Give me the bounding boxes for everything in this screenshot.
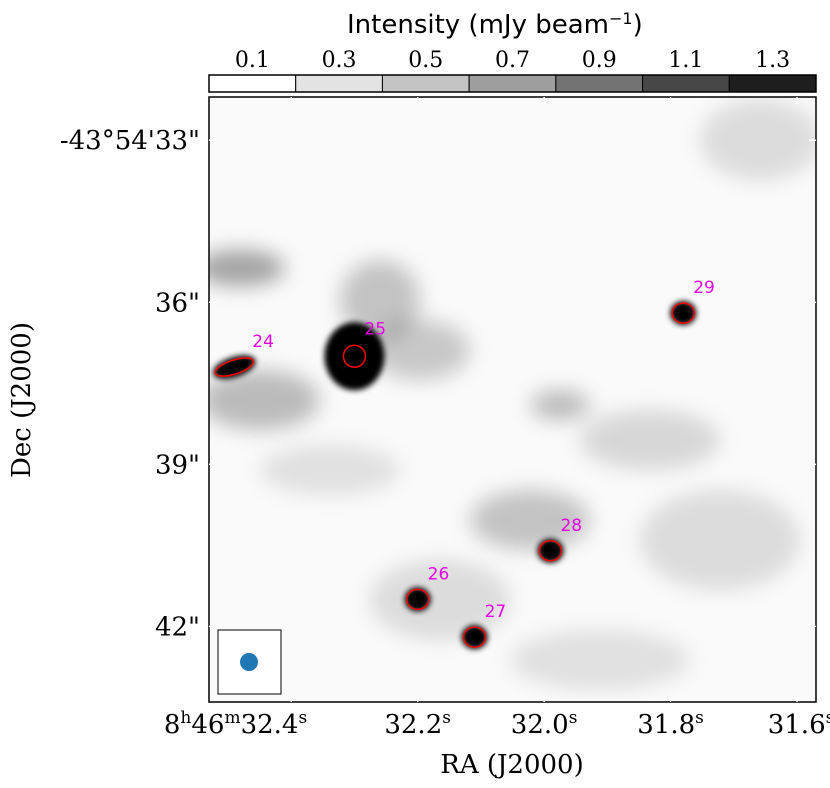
colorbar-bin [555,74,644,93]
colorbar-tick-label: 1.3 [755,48,790,73]
source-blob [461,625,488,650]
plot-frame [208,96,817,703]
source-ellipse [342,344,367,369]
x-axis-ticks: 8h46m32.4s 32.2s 32.0s 31.8s 31.6s [164,97,830,740]
y-axis-title: Dec (J2000) [7,322,37,478]
colorbar-frame [208,74,817,93]
x-tick-label: 31.8s [637,708,704,740]
colorbar-bin [208,74,297,93]
colorbar-tick-label: 0.9 [582,48,617,73]
source-blob [324,322,385,391]
source-ellipse [405,588,430,611]
beam-inset [217,629,282,695]
colorbar-tick-label: 0.7 [495,48,530,73]
colorbar-bin [642,74,730,93]
x-tick-label: 32.0s [511,708,578,740]
x-tick-label: 31.6s [768,708,830,740]
source-ellipses [214,302,695,648]
colorbar: Intensity (mJy beam−1) 0.1 0.3 0.5 0.7 0.9 1.… [208,9,817,93]
source-label: 27 [485,602,507,622]
colorbar-title: Intensity (mJy beam−1) [347,9,643,41]
colorbar-bin [295,74,383,93]
source-labels: 24 25 26 27 28 29 [252,278,715,622]
y-tick-label: 39" [155,450,200,480]
colorbar-bin [381,74,470,93]
source-label: 26 [428,564,450,584]
y-tick-label: -43°54'33" [60,126,200,156]
x-axis-title: RA (J2000) [440,750,584,780]
source-ellipse [538,540,563,562]
source-blob [537,538,564,563]
compact-sources [213,301,697,650]
colorbar-tick-label: 1.1 [668,48,703,73]
colorbar-tick-labels: 0.1 0.3 0.5 0.7 0.9 1.1 1.3 [235,48,790,73]
y-tick-label: 36" [155,288,200,318]
source-label: 25 [364,319,386,339]
source-blob [670,301,697,326]
source-ellipse [462,626,487,648]
source-label: 28 [560,516,582,536]
colorbar-bin [728,74,817,93]
source-ellipse [214,357,255,377]
source-blob [213,355,256,379]
colorbar-tick-label: 0.3 [322,48,357,73]
y-tick-label: 42" [155,612,200,642]
x-tick-label: 8h46m32.4s [164,708,307,740]
source-label: 29 [693,278,715,298]
y-axis-ticks: -43°54'33" 36" 39" 42" [60,126,816,642]
source-label: 24 [252,332,274,352]
source-blob [404,587,431,612]
colorbar-bin [468,74,557,93]
intensity-map: 24 25 26 27 28 29 [208,96,817,703]
colorbar-tick-label: 0.1 [235,48,270,73]
x-tick-label: 32.2s [384,708,451,740]
source-ellipse [671,302,695,324]
diffuse-emission [209,100,816,690]
colorbar-tick-label: 0.5 [408,48,443,73]
beam-ellipse [240,653,258,671]
colorbar-bins [208,74,817,93]
